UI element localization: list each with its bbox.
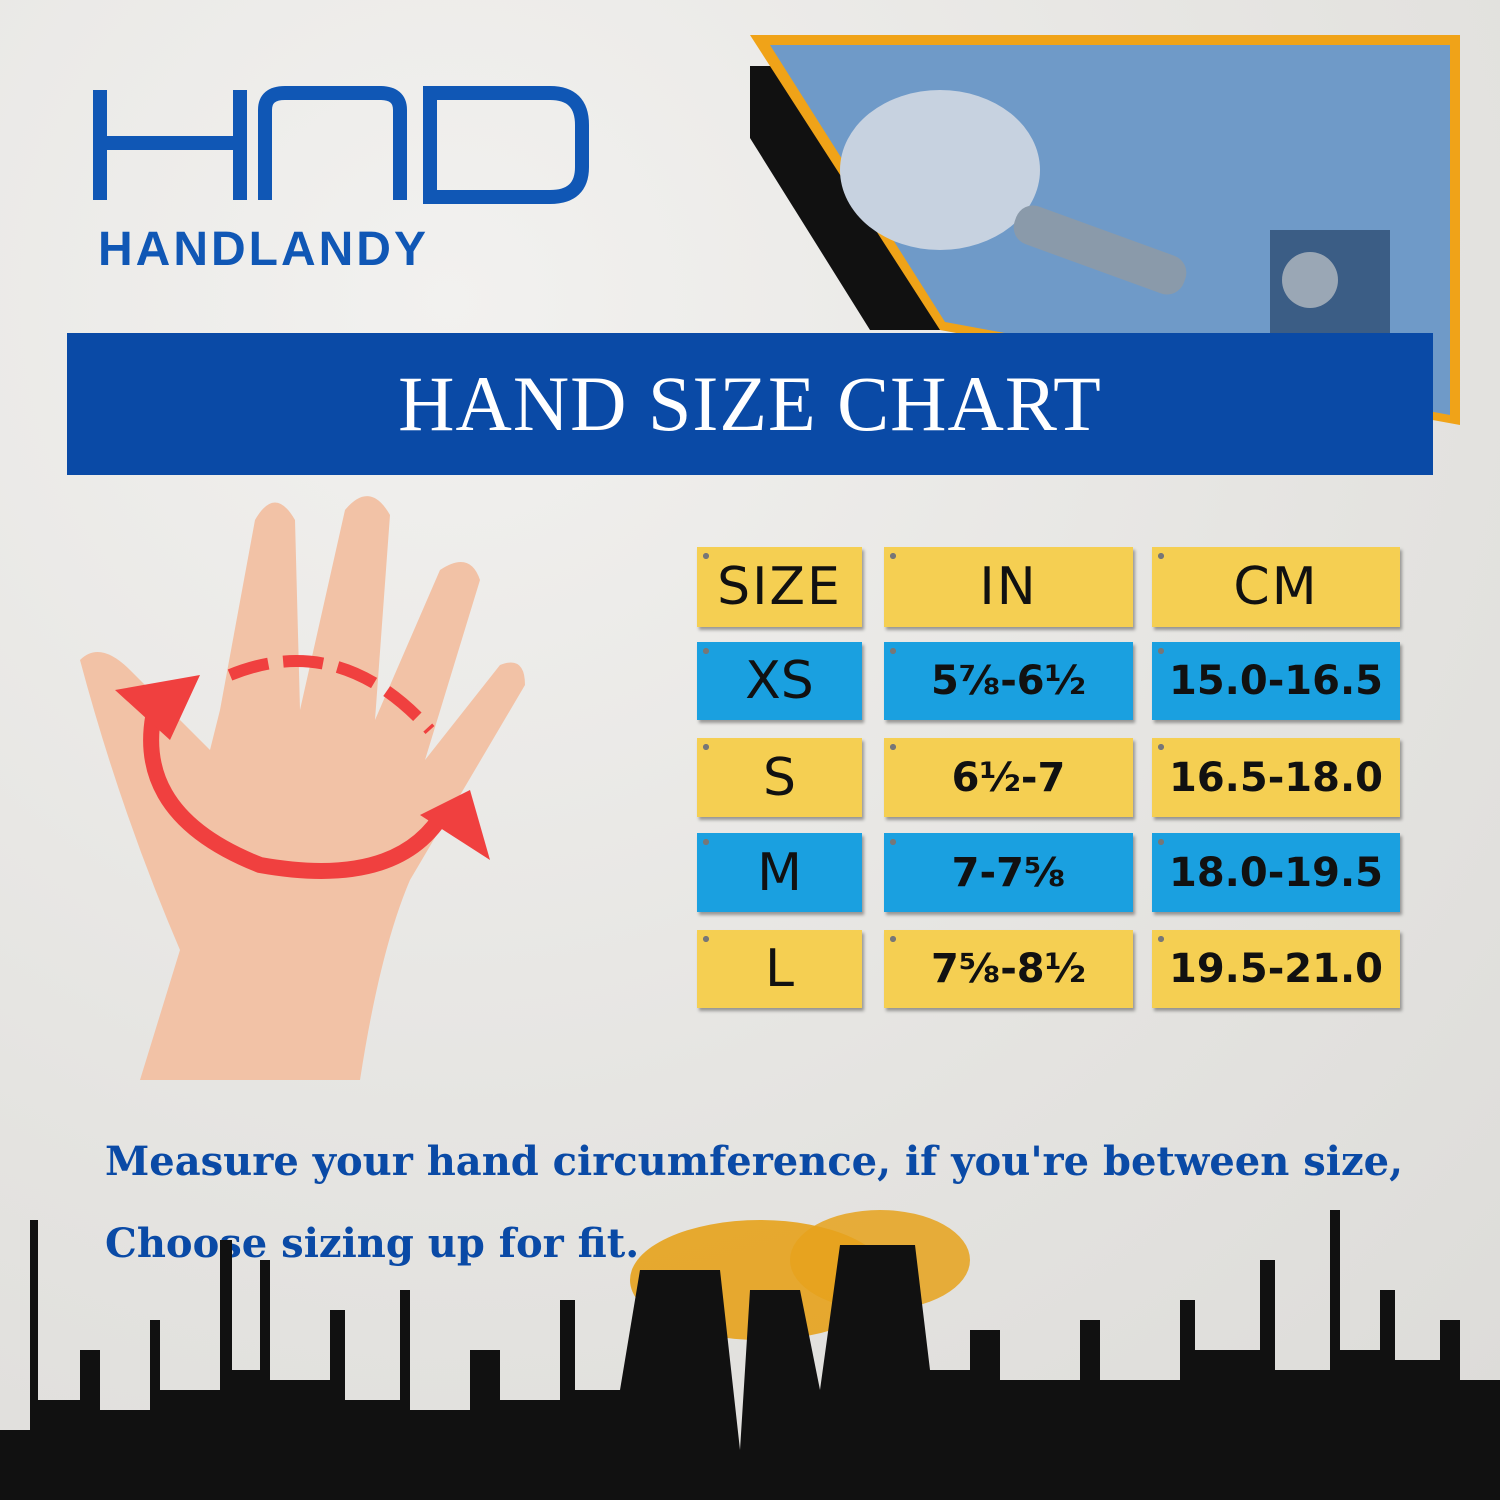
table-cell-cm: 15.0-16.5	[1152, 642, 1400, 720]
caption-line-1: Measure your hand circumference, if you'…	[105, 1138, 1404, 1185]
page-title: HAND SIZE CHART	[398, 360, 1102, 447]
handlandy-logo	[93, 86, 589, 204]
table-header-cell: CM	[1152, 547, 1400, 627]
table-cell-in: 7⅝-8½	[884, 930, 1133, 1008]
table-header-cell: IN	[884, 547, 1133, 627]
worker-photo	[750, 35, 1460, 425]
table-cell-size: M	[697, 833, 862, 912]
table-cell-size: S	[697, 738, 862, 817]
table-cell-in: 6½-7	[884, 738, 1133, 817]
table-header-cell: SIZE	[697, 547, 862, 627]
table-cell-cm: 19.5-21.0	[1152, 930, 1400, 1008]
title-banner: HAND SIZE CHART	[67, 333, 1433, 475]
factory-skyline	[0, 1210, 1500, 1500]
hand-measure-illustration	[80, 496, 525, 1081]
table-cell-cm: 16.5-18.0	[1152, 738, 1400, 817]
caption-line-2: Choose sizing up for fit.	[105, 1220, 640, 1267]
table-cell-cm: 18.0-19.5	[1152, 833, 1400, 912]
table-cell-in: 5⅞-6½	[884, 642, 1133, 720]
table-cell-size: L	[697, 930, 862, 1008]
table-cell-size: XS	[697, 642, 862, 720]
circular-arrow-icon	[115, 675, 200, 740]
brand-name: HANDLANDY	[98, 223, 429, 276]
table-cell-in: 7-7⅝	[884, 833, 1133, 912]
